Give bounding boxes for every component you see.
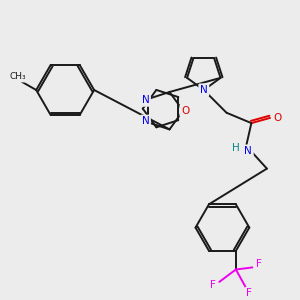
- Text: O: O: [273, 113, 281, 123]
- Text: F: F: [256, 259, 262, 269]
- Text: O: O: [181, 106, 189, 116]
- Text: H: H: [232, 143, 240, 153]
- Text: CH₃: CH₃: [9, 72, 26, 81]
- Text: N: N: [244, 146, 252, 156]
- Text: F: F: [210, 280, 216, 290]
- Text: F: F: [246, 288, 252, 298]
- Text: N: N: [200, 85, 208, 95]
- Text: N: N: [142, 95, 149, 105]
- Text: N: N: [142, 116, 149, 126]
